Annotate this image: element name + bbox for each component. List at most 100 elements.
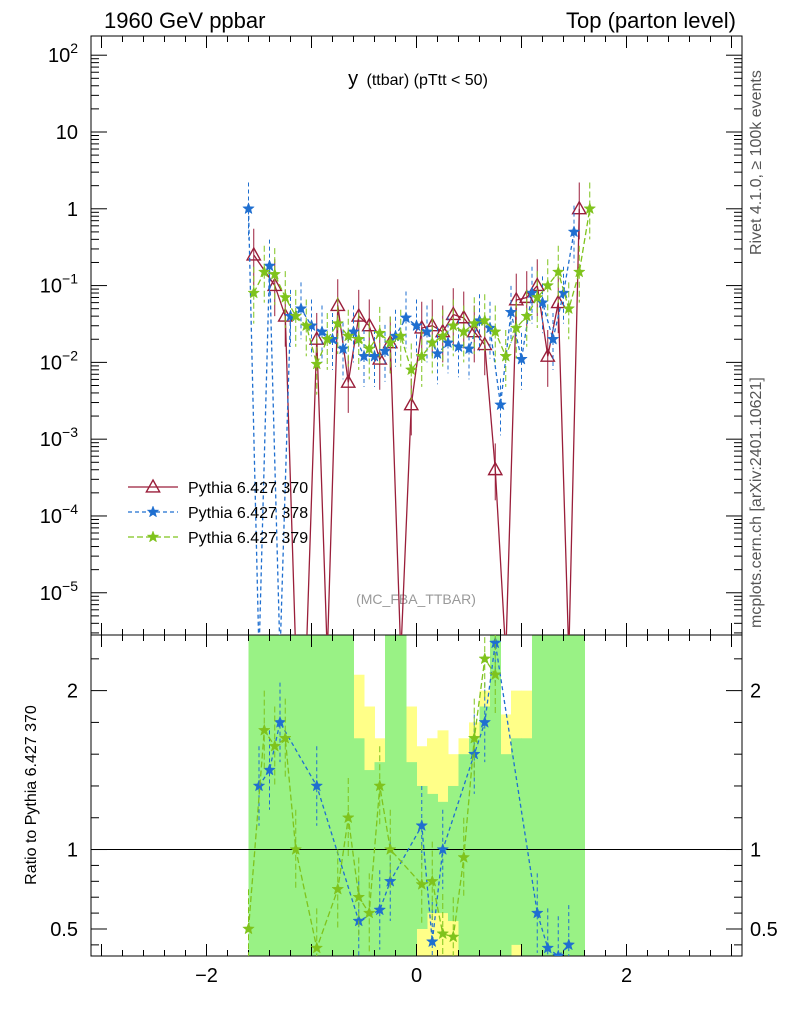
ratio-band-green — [248, 635, 260, 956]
main-marker-star — [404, 363, 418, 376]
ratio-marker-star — [436, 842, 450, 856]
main-marker-triangle — [308, 330, 325, 345]
y-tick-exponent: 2 — [70, 40, 78, 56]
ratio-band-green — [500, 754, 512, 956]
y-tick-base: 10 — [40, 506, 62, 528]
y-tick-label: 10−5 — [40, 578, 78, 605]
ratio-marker-star — [373, 903, 387, 916]
y-tick-base: 10 — [40, 429, 62, 451]
y-tick-exponent: −1 — [62, 271, 78, 287]
main-marker-star — [478, 313, 492, 327]
ratio-marker-star — [310, 779, 324, 792]
ratio-marker-star — [467, 731, 481, 744]
ratio-band-green — [553, 635, 564, 956]
side-label-mcplots: mcplots.cern.ch [arXiv:2401.10621] — [748, 377, 765, 628]
plot-title-main: y — [348, 68, 358, 90]
ratio-marker-star — [278, 731, 292, 744]
legend-marker-star — [146, 505, 160, 518]
y-tick-base: 10 — [56, 122, 78, 144]
ratio-band-green — [353, 738, 365, 956]
y-tick-exponent: −4 — [62, 501, 78, 517]
legend-marker-star — [146, 530, 160, 543]
main-marker-triangle — [403, 396, 420, 411]
x-tick-label: 0 — [411, 965, 422, 987]
legend-label: Pythia 6.427 370 — [188, 480, 308, 497]
main-marker-star — [541, 278, 555, 291]
ratio-band-green — [322, 635, 333, 956]
main-marker-star — [520, 309, 534, 322]
ratio-line — [247, 656, 496, 951]
ratio-band-green — [437, 801, 449, 914]
y-tick-base: 10 — [40, 583, 62, 605]
ratio-marker-star — [252, 779, 266, 792]
main-marker-star — [257, 265, 271, 278]
ratio-line — [258, 642, 570, 956]
main-marker-star — [546, 332, 560, 345]
y-tick-label: 1 — [67, 199, 78, 221]
main-marker-triangle — [361, 317, 378, 332]
main-marker-star — [352, 332, 366, 345]
analysis-label: (MC_FBA_TTBAR) — [356, 591, 476, 607]
ratio-band-green — [574, 635, 585, 956]
main-marker-triangle — [340, 373, 357, 388]
main-marker-triangle — [499, 648, 512, 660]
ratio-marker-star — [242, 922, 255, 935]
main-marker-star — [263, 259, 276, 272]
main-marker-star — [562, 301, 576, 315]
ratio-band-green — [343, 635, 354, 956]
ratio-band-green — [469, 738, 480, 956]
main-marker-star — [509, 321, 523, 334]
y-tick-base: 1 — [67, 199, 78, 221]
ratio-marker-star — [436, 927, 450, 940]
ratio-bands — [248, 635, 585, 956]
main-marker-star — [373, 326, 387, 339]
ratio-y-axis-label: Ratio to Pythia 6.427 370 — [23, 705, 40, 885]
ratio-marker-star — [289, 842, 303, 856]
legend-label: Pythia 6.427 378 — [188, 505, 308, 522]
ratio-band-green — [563, 635, 575, 956]
ratio-marker-star — [257, 723, 271, 736]
y-tick-exponent: −3 — [62, 424, 78, 440]
main-marker-star — [278, 290, 292, 303]
main-series — [242, 182, 597, 660]
main-marker-star — [289, 309, 303, 322]
main-marker-star — [268, 267, 282, 280]
ratio-marker-star — [352, 890, 366, 903]
ratio-marker-star — [268, 739, 282, 752]
ratio-marker-star — [425, 874, 439, 887]
main-marker-star — [431, 346, 444, 360]
ratio-marker-star — [530, 906, 544, 919]
y-tick-base: 10 — [40, 276, 62, 298]
ratio-marker-star — [457, 850, 471, 863]
ratio-band-green — [406, 762, 417, 956]
x-tick-label: −2 — [195, 965, 218, 987]
main-marker-star — [551, 265, 565, 278]
side-label-rivet: Rivet 4.1.0, ≥ 100k events — [748, 70, 765, 255]
header-right: Top (parton level) — [566, 8, 736, 33]
main-marker-star — [410, 318, 423, 332]
ratio-band-green — [280, 635, 291, 956]
plot-title: y (ttbar) (pTtt < 50) — [348, 68, 488, 90]
ratio-marker-star — [425, 934, 439, 948]
main-marker-star — [488, 325, 502, 338]
ratio-marker-star — [341, 810, 355, 824]
main-marker-star — [494, 398, 507, 411]
ratio-tick-label-right: 1 — [750, 840, 761, 862]
main-marker-star — [441, 336, 455, 349]
x-tick-label: 2 — [621, 965, 632, 987]
ratio-marker-star — [273, 715, 287, 728]
main-marker-star — [247, 286, 261, 299]
main-marker-star — [294, 301, 308, 315]
main-line — [253, 208, 580, 635]
ratio-marker-star — [488, 667, 502, 681]
y-tick-label: 10−4 — [40, 501, 78, 528]
ratio-tick-label: 1 — [67, 840, 78, 862]
ratio-tick-label: 2 — [67, 681, 78, 703]
header-left: 1960 GeV ppbar — [104, 8, 265, 33]
ratio-band-green — [374, 762, 386, 956]
y-tick-label: 102 — [48, 40, 78, 67]
y-tick-label: 10 — [56, 122, 78, 144]
main-marker-star — [242, 202, 255, 215]
main-marker-triangle — [539, 347, 556, 362]
main-marker-star — [341, 329, 355, 342]
